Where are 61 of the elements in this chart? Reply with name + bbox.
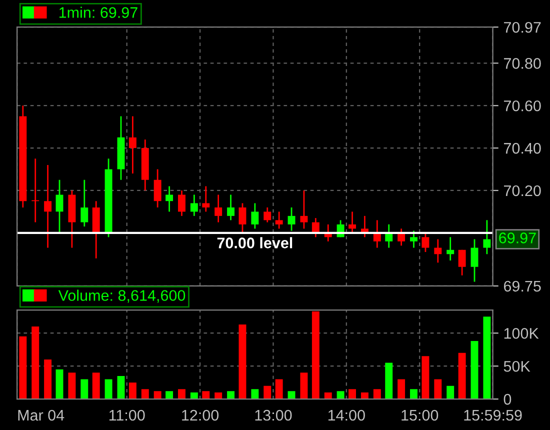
candlestick xyxy=(32,158,40,223)
bar xyxy=(128,382,136,400)
bar xyxy=(300,372,308,400)
bar xyxy=(324,392,332,400)
bar xyxy=(44,359,52,400)
x-tick-label: 11:00 xyxy=(109,410,145,421)
bar xyxy=(446,386,454,400)
bar xyxy=(422,356,430,400)
x-tick-label: 13:00 xyxy=(255,410,292,421)
x-tick-label: 14:00 xyxy=(328,410,365,421)
ref-line-label: 70.00 level xyxy=(217,237,292,248)
bar xyxy=(470,341,478,400)
legend-label: Volume: 8,614,600 xyxy=(58,290,186,303)
bar xyxy=(264,386,272,400)
bar xyxy=(117,376,125,400)
bar xyxy=(68,372,76,400)
bar xyxy=(32,326,40,400)
y-tick-label: 100K xyxy=(504,328,539,339)
bar xyxy=(398,379,406,400)
bar xyxy=(360,392,368,400)
bar xyxy=(251,389,259,400)
x-tick-label: 15:59:59 xyxy=(464,410,522,421)
bar xyxy=(312,311,320,400)
bar xyxy=(385,362,393,400)
bar xyxy=(92,372,100,400)
bar xyxy=(227,391,235,400)
bar xyxy=(348,389,356,400)
bar xyxy=(275,379,283,400)
annotation: 69.97 xyxy=(499,232,536,244)
legend-label: 1min: 69.97 xyxy=(59,6,138,18)
y-tick-label: 0 xyxy=(504,394,512,405)
bar xyxy=(19,336,27,400)
bar xyxy=(336,391,344,400)
bar xyxy=(238,324,246,400)
bar xyxy=(190,392,198,400)
bar xyxy=(154,391,162,400)
bar xyxy=(80,379,88,400)
bar xyxy=(434,379,442,400)
bar xyxy=(373,389,381,400)
y-tick-label: 70.40 xyxy=(504,142,541,154)
y-tick-label: 70.20 xyxy=(504,185,541,196)
y-tick-label: 70.60 xyxy=(504,100,541,112)
bar xyxy=(458,352,466,400)
bar xyxy=(56,369,64,400)
y-tick-label: 50K xyxy=(504,360,530,372)
x-tick-label: 12:00 xyxy=(182,410,219,421)
y-tick-label: 70.97 xyxy=(504,22,541,33)
bar xyxy=(178,389,186,400)
bar xyxy=(288,391,296,400)
bar xyxy=(214,392,222,400)
bar xyxy=(104,379,112,400)
bar xyxy=(141,389,149,400)
y-tick-label: 69.75 xyxy=(504,280,541,292)
bar xyxy=(410,389,418,400)
y-tick-label: 70.80 xyxy=(504,58,541,69)
x-tick-label: Mar 04 xyxy=(18,410,64,421)
bar xyxy=(202,391,210,400)
bar xyxy=(166,391,174,400)
bar xyxy=(483,316,491,400)
x-tick-label: 15:00 xyxy=(402,410,438,421)
candlestick xyxy=(422,232,430,253)
